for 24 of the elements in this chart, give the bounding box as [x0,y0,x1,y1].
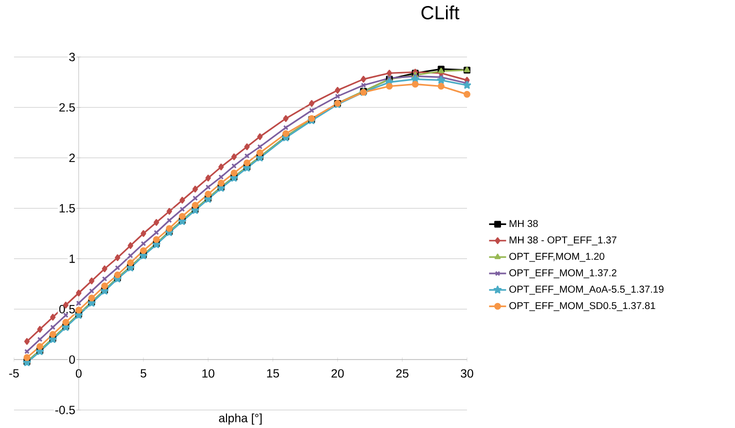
legend-label: OPT_EFF_MOM_1.37.2 [509,269,616,278]
y-tick-label: 0 [69,355,75,364]
x-tick-label: 25 [396,369,408,378]
y-tick-label: -0.5 [55,406,75,414]
x-tick-label: 0 [76,369,82,378]
y-tick-label: 2 [69,154,75,162]
x-tick-label: 30 [460,369,474,378]
x-axis-title: alpha [°] [219,414,262,425]
y-tick-label: 2.5 [59,103,75,112]
y-tick-label: 1 [70,254,75,263]
legend-label: OPT_EFF,MOM_1.20 [509,252,604,262]
legend-label: MH 38 [510,220,538,228]
legend-label: MH 38 - OPT_EFF_1.37 [510,236,616,246]
legend-label: OPT_EFF_MOM_AoA-5.5_1.37.19 [509,286,664,295]
y-tick-label: 0.5 [59,304,75,314]
y-tick-label: 3 [69,52,75,62]
x-tick-label: 5 [140,369,146,378]
y-tick-label: 1.5 [60,204,75,212]
x-tick-label: 15 [267,369,279,378]
chart-title: CLift [422,6,460,20]
x-tick-label: -5 [9,369,19,378]
x-tick-label: 10 [202,369,214,378]
legend-label: OPT_EFF_MOM_SD0.5_1.37.81 [509,302,656,312]
x-tick-label: 20 [332,369,344,378]
